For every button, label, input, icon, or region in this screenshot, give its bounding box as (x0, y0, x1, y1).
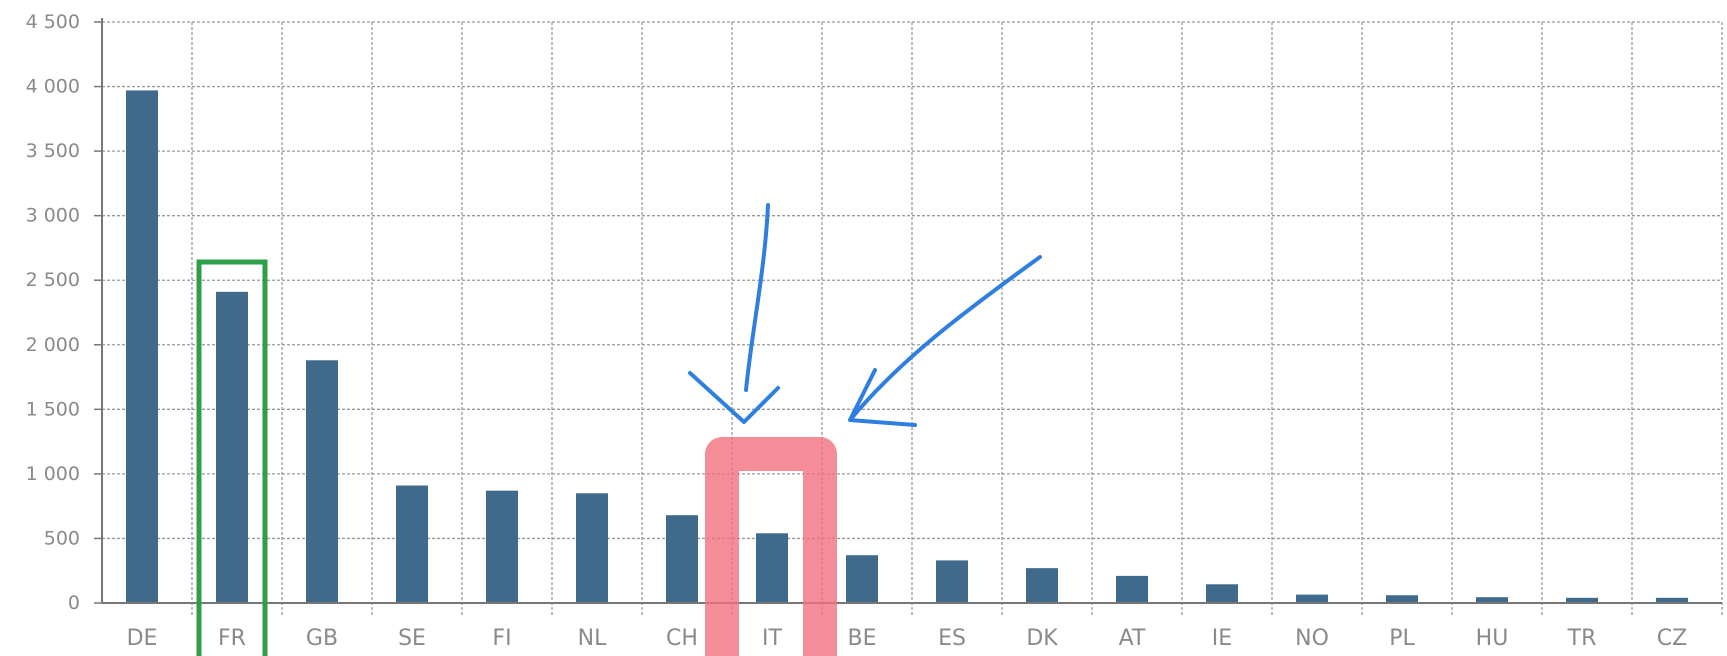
y-tick-label: 2 000 (26, 334, 80, 356)
bar-pl (1386, 595, 1418, 603)
x-tick-label: FI (492, 626, 511, 651)
x-axis: DE FR GB SE FI NL CH IT BE ES DK AT IE NO PL HU TR CZ (102, 602, 1722, 651)
x-tick-label: PL (1389, 626, 1415, 651)
bars (126, 90, 1688, 603)
bar-fi (486, 490, 518, 603)
bar-no (1296, 594, 1328, 603)
bar-it (756, 533, 788, 603)
bar-at (1116, 575, 1148, 603)
y-tick-label: 1 000 (26, 463, 80, 485)
bar-hu (1476, 597, 1508, 603)
y-tick-label: 1 500 (26, 398, 80, 420)
x-tick-label: GB (306, 626, 338, 651)
x-tick-label: NL (578, 626, 607, 651)
x-tick-label: SE (398, 626, 426, 651)
annotations (196, 203, 1042, 656)
x-tick-label: NO (1295, 626, 1329, 651)
bar-fr (216, 291, 248, 603)
x-tick-label: HU (1476, 626, 1509, 651)
bar-se (396, 485, 428, 603)
x-tick-label: CZ (1657, 626, 1687, 651)
bar-gb (306, 360, 338, 603)
x-tick-label: FR (218, 626, 246, 651)
bar-cz (1656, 597, 1688, 603)
bar-be (846, 555, 878, 603)
bar-dk (1026, 568, 1058, 603)
bar-es (936, 560, 968, 603)
y-tick-label: 3 500 (26, 140, 80, 162)
y-axis: 0 500 1 000 1 500 2 000 2 500 3 000 3 500 4 000 4… (26, 11, 103, 614)
highlight-marker (705, 437, 837, 656)
x-tick-label: ES (938, 626, 966, 651)
annotation-arrow (848, 255, 1042, 427)
x-tick-label: DE (127, 626, 158, 651)
bar-ch (666, 515, 698, 603)
highlight-box (196, 259, 268, 656)
x-tick-label: IE (1212, 626, 1232, 651)
x-tick-label: DK (1026, 626, 1058, 651)
y-tick-label: 3 000 (26, 205, 80, 227)
grid (102, 21, 1723, 615)
x-tick-label: TR (1567, 626, 1597, 651)
y-tick-label: 4 000 (26, 76, 80, 98)
y-tick-label: 500 (44, 527, 80, 549)
y-tick-label: 0 (68, 592, 80, 614)
bar-de (126, 90, 158, 603)
bar-nl (576, 493, 608, 603)
bar-ie (1206, 584, 1238, 603)
y-tick-label: 2 500 (26, 269, 80, 291)
x-tick-label: CH (666, 626, 698, 651)
bar-tr (1566, 597, 1598, 603)
annotation-arrow (688, 203, 780, 424)
x-tick-label: AT (1119, 626, 1146, 651)
y-tick-label: 4 500 (26, 11, 80, 33)
x-tick-label: BE (848, 626, 877, 651)
x-tick-label: IT (762, 626, 782, 651)
